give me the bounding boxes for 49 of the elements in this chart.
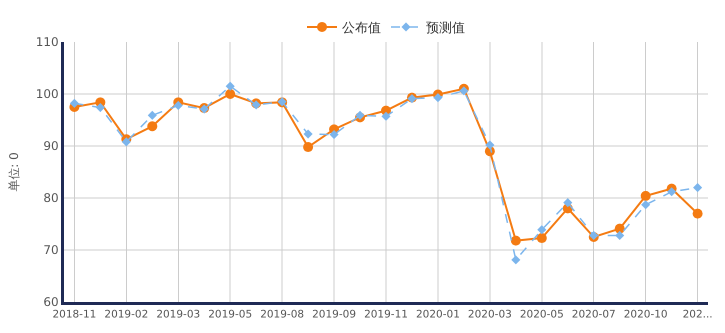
y-tick-label: 70 [43, 243, 59, 258]
x-tick-label: 2018-11 [52, 308, 96, 321]
x-tick-label: 2019-09 [312, 308, 356, 321]
x-tick-label: 2020-01 [416, 308, 460, 321]
x-tick-label: 2019-08 [260, 308, 304, 321]
point [511, 255, 520, 264]
y-tick-label: 100 [36, 87, 59, 102]
legend-label: 公布值 [342, 21, 381, 36]
x-tick-label: 2019-03 [156, 308, 200, 321]
x-tick-label: 202... [682, 308, 713, 321]
point [70, 98, 79, 108]
x-tick-label: 2019-02 [104, 308, 148, 321]
point [304, 129, 313, 139]
point [433, 93, 442, 102]
y-tick-label: 60 [43, 295, 59, 310]
point [174, 100, 183, 110]
point [226, 82, 235, 91]
x-tick-label: 2019-05 [208, 308, 252, 321]
point [536, 233, 547, 244]
point [641, 200, 650, 210]
point [225, 89, 236, 99]
y-axis-title: 单位: 0 [6, 152, 21, 192]
point [563, 198, 572, 208]
point [459, 86, 468, 96]
point [147, 121, 158, 132]
point [122, 137, 131, 146]
x-tick-label: 2020-05 [520, 308, 564, 321]
y-tick-label: 80 [43, 191, 59, 206]
point [667, 187, 676, 196]
point [640, 190, 651, 201]
point [355, 110, 365, 120]
point [692, 208, 703, 219]
x-tick-label: 2020-03 [468, 308, 512, 321]
x-tick-label: 2020-07 [572, 308, 616, 321]
point [693, 183, 702, 192]
point [303, 142, 314, 152]
legend-label: 预测值 [426, 21, 465, 36]
point [96, 102, 105, 112]
point [485, 140, 494, 150]
y-tick-label: 110 [36, 35, 59, 50]
point [615, 230, 624, 240]
point [510, 236, 521, 246]
point [148, 110, 157, 120]
y-tick-label: 90 [43, 139, 59, 154]
point [381, 112, 391, 121]
x-tick-label: 2019-11 [364, 308, 408, 321]
point [537, 225, 546, 234]
point [330, 130, 339, 140]
x-tick-label: 2020-10 [624, 308, 668, 321]
